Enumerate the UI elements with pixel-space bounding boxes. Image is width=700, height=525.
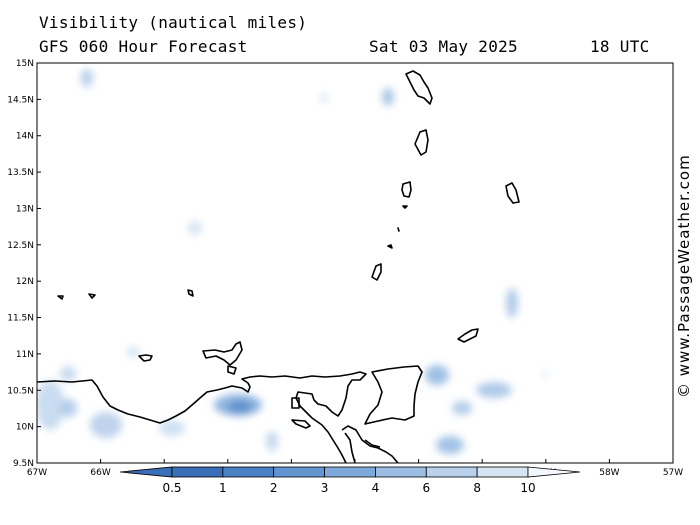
mainland-coastline (37, 372, 366, 463)
barbados-outline (506, 183, 519, 203)
colorbar-segment (274, 467, 325, 477)
trinidad-outline (365, 366, 422, 424)
plot-frame (37, 63, 673, 463)
lat-tick-label: 14N (16, 132, 34, 142)
lat-tick-label: 10.5N (7, 386, 34, 396)
colorbar-segment (325, 467, 376, 477)
lat-tick-label: 12N (16, 277, 34, 287)
lat-tick-label: 13N (16, 204, 34, 214)
colorbar-label: 6 (422, 481, 430, 495)
visibility-shading (36, 69, 548, 454)
lat-tick-label: 15N (16, 59, 34, 69)
lon-tick-label: 57W (663, 468, 683, 478)
colorbar-label: 4 (372, 481, 380, 495)
colorbar-low-arrow (120, 467, 172, 477)
coastlines (37, 71, 519, 463)
colorbar-segment (375, 467, 426, 477)
colorbar-label: 0.5 (162, 481, 181, 495)
colorbar-label: 8 (473, 481, 481, 495)
lon-tick-label: 66W (90, 468, 110, 478)
st-vincent-outline (402, 182, 411, 197)
lat-tick-label: 12.5N (7, 241, 34, 251)
colorbar-segment (172, 467, 223, 477)
st-lucia-outline (415, 130, 428, 155)
colorbar-segment (426, 467, 477, 477)
watermark: © www.PassageWeather.com (675, 154, 693, 398)
lat-tick-label: 11.5N (7, 314, 34, 324)
colorbar-label: 3 (321, 481, 329, 495)
colorbar-segment (477, 467, 528, 477)
grenada-outline (372, 264, 381, 280)
lat-tick-label: 13.5N (7, 168, 34, 178)
lat-tick-label: 14.5N (7, 95, 34, 105)
colorbar-segment (223, 467, 274, 477)
latitude-ticks: 15N 14.5N 14N 13.5N 13N 12.5N 12N 11.5N 11N 10.5N… (7, 59, 41, 469)
lat-tick-label: 11N (16, 350, 34, 360)
lon-tick-label: 58W (599, 468, 619, 478)
colorbar-label: 1 (219, 481, 227, 495)
colorbar-label: 2 (270, 481, 278, 495)
tobago-outline (458, 329, 478, 342)
lon-tick-label: 67W (27, 468, 47, 478)
martinique-outline (406, 71, 432, 104)
colorbar: 0.5 1 2 3 4 6 8 10 (120, 467, 580, 495)
margarita-outline (203, 342, 242, 365)
lat-tick-label: 10N (16, 423, 34, 433)
colorbar-label: 10 (520, 481, 535, 495)
